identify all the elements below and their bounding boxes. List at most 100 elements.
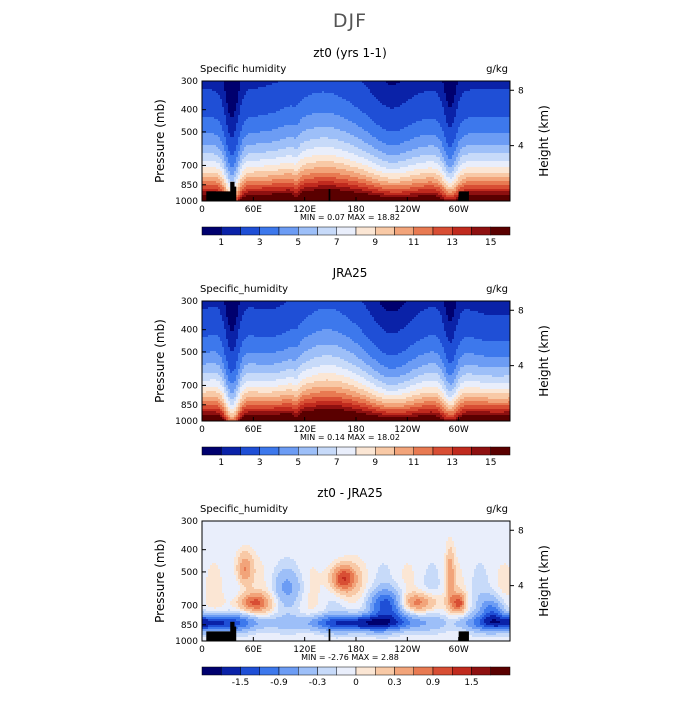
field-cell xyxy=(246,97,249,100)
field-cell xyxy=(492,83,495,86)
field-cell xyxy=(350,87,353,90)
field-cell xyxy=(202,105,205,108)
field-cell xyxy=(276,91,279,94)
field-cell xyxy=(270,105,273,108)
field-cell xyxy=(252,89,255,92)
field-cell xyxy=(422,91,425,94)
field-cell xyxy=(280,91,283,94)
field-cell xyxy=(462,105,465,108)
field-cell xyxy=(308,91,311,94)
field-cell xyxy=(322,101,325,104)
field-cell xyxy=(304,93,307,96)
field-cell xyxy=(304,97,307,100)
field-cell xyxy=(378,81,381,84)
field-cell xyxy=(422,97,425,100)
field-cell xyxy=(364,97,367,100)
field-cell xyxy=(322,93,325,96)
field-cell xyxy=(368,81,371,84)
field-cell xyxy=(318,93,321,96)
field-cell xyxy=(466,99,469,102)
field-cell xyxy=(438,103,441,106)
field-cell xyxy=(348,107,351,110)
field-cell xyxy=(346,81,349,84)
field-cell xyxy=(284,99,287,102)
field-cell xyxy=(420,91,423,94)
field-cell xyxy=(256,103,259,106)
field-cell xyxy=(332,81,335,84)
field-cell xyxy=(316,91,319,94)
field-cell xyxy=(396,101,399,104)
field-cell xyxy=(268,95,271,98)
field-cell xyxy=(396,103,399,106)
field-cell xyxy=(448,107,451,110)
field-cell xyxy=(402,87,405,90)
field-cell xyxy=(226,101,229,104)
field-cell xyxy=(262,95,265,98)
field-cell xyxy=(316,103,319,106)
field-cell xyxy=(338,103,341,106)
field-cell xyxy=(486,83,489,86)
field-cell xyxy=(272,81,275,84)
field-cell xyxy=(276,87,279,90)
field-cell xyxy=(290,101,293,104)
field-cell xyxy=(350,83,353,86)
field-cell xyxy=(300,95,303,98)
field-cell xyxy=(470,95,473,98)
field-cell xyxy=(488,81,491,84)
field-cell xyxy=(492,85,495,88)
field-cell xyxy=(402,89,405,92)
field-cell xyxy=(348,101,351,104)
field-cell xyxy=(220,85,223,88)
field-cell xyxy=(418,105,421,108)
field-cell xyxy=(304,107,307,110)
field-cell xyxy=(402,83,405,86)
field-cell xyxy=(444,91,447,94)
field-cell xyxy=(312,97,315,100)
field-cell xyxy=(334,91,337,94)
field-cell xyxy=(278,85,281,88)
field-cell xyxy=(332,97,335,100)
field-cell xyxy=(306,89,309,92)
field-cell xyxy=(412,95,415,98)
field-cell xyxy=(248,95,251,98)
field-cell xyxy=(450,97,453,100)
field-cell xyxy=(378,99,381,102)
field-cell xyxy=(238,95,241,98)
field-cell xyxy=(424,87,427,90)
field-cell xyxy=(456,91,459,94)
field-cell xyxy=(306,95,309,98)
field-cell xyxy=(228,105,231,108)
field-cell xyxy=(438,81,441,84)
field-cell xyxy=(380,93,383,96)
field-cell xyxy=(226,83,229,86)
field-cell xyxy=(236,97,239,100)
field-cell xyxy=(262,91,265,94)
field-cell xyxy=(474,103,477,106)
field-cell xyxy=(346,99,349,102)
field-cell xyxy=(324,103,327,106)
field-cell xyxy=(226,107,229,110)
field-cell xyxy=(426,107,429,110)
field-cell xyxy=(490,85,493,88)
field-cell xyxy=(492,81,495,84)
field-cell xyxy=(220,91,223,94)
field-cell xyxy=(282,93,285,96)
field-cell xyxy=(312,81,315,84)
field-cell xyxy=(240,97,243,100)
field-cell xyxy=(316,89,319,92)
field-cell xyxy=(430,99,433,102)
field-cell xyxy=(316,97,319,100)
field-cell xyxy=(380,87,383,90)
field-cell xyxy=(396,85,399,88)
field-cell xyxy=(222,95,225,98)
field-cell xyxy=(254,99,257,102)
field-cell xyxy=(486,99,489,102)
field-cell xyxy=(366,91,369,94)
field-cell xyxy=(306,107,309,110)
field-cell xyxy=(270,91,273,94)
field-cell xyxy=(448,83,451,86)
field-cell xyxy=(454,85,457,88)
field-cell xyxy=(394,105,397,108)
field-cell xyxy=(282,103,285,106)
field-cell xyxy=(404,103,407,106)
